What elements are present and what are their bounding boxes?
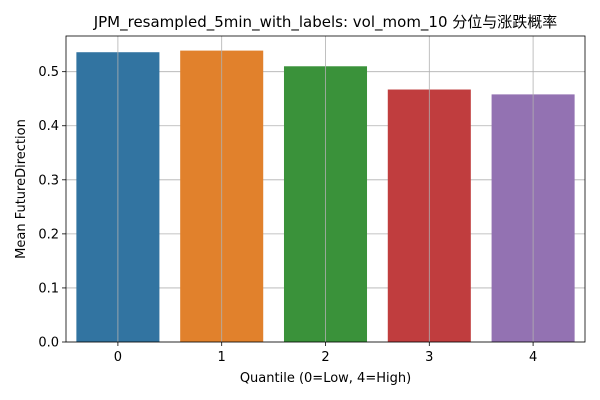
chart-title: JPM_resampled_5min_with_labels: vol_mom_… [93, 13, 558, 32]
y-axis-ticks: 0.0 0.1 0.2 0.3 0.4 0.5 [38, 65, 66, 351]
vertical-grid-lines [117, 36, 534, 342]
y-tick-label: 0.2 [38, 227, 59, 242]
x-tick-label: 2 [321, 350, 329, 365]
x-axis-label: Quantile (0=Low, 4=High) [240, 371, 411, 386]
y-tick-label: 0.4 [38, 119, 59, 134]
y-tick-label: 0.1 [38, 281, 59, 296]
x-tick-label: 4 [529, 350, 537, 365]
x-tick-label: 1 [218, 350, 226, 365]
y-tick-label: 0.0 [38, 336, 59, 351]
y-tick-label: 0.3 [38, 173, 59, 188]
x-axis-ticks: 0 1 2 3 4 [114, 342, 537, 365]
y-axis-label: Mean FutureDirection [14, 119, 29, 259]
x-tick-label: 0 [114, 350, 122, 365]
y-tick-label: 0.5 [38, 65, 59, 80]
x-tick-label: 3 [425, 350, 433, 365]
